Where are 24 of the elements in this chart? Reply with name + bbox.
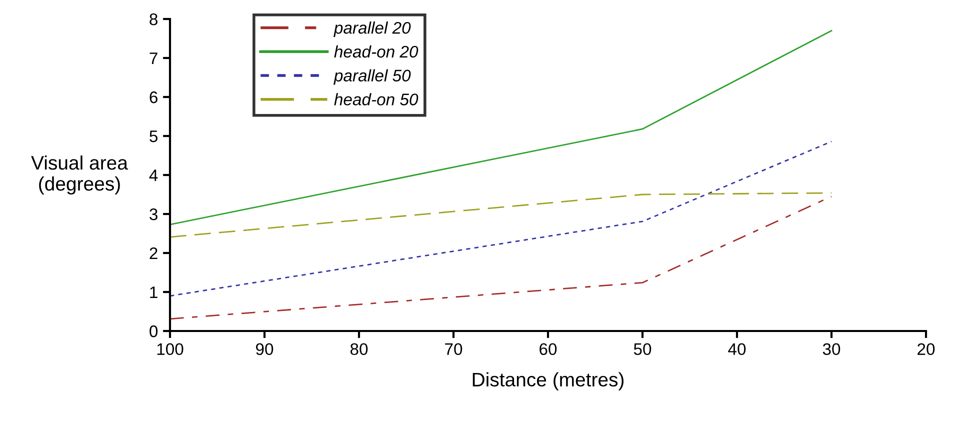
x-tick-label: 80 [350,343,368,356]
y-tick-label: 0 [150,325,158,338]
x-tick-label: 50 [634,343,652,356]
x-axis-title: Distance (metres) [472,372,624,390]
x-tick-label: 40 [728,343,746,356]
y-tick-label: 2 [150,247,158,260]
y-tick-label: 8 [150,13,158,26]
x-tick-label: 20 [918,343,935,356]
y-tick-label: 6 [150,91,158,104]
y-tick-label: 1 [150,286,158,298]
x-tick-label: 60 [540,343,557,356]
x-tick-label: 100 [157,343,184,356]
legend-label: head-on 50 [334,93,418,106]
y-tick-label: 5 [150,130,158,142]
legend-label: parallel 20 [334,22,411,38]
y-tick-label: 7 [150,52,158,64]
x-tick-label: 90 [256,343,274,356]
y-axis-title: Visual area (degrees) [31,155,128,195]
legend-label: parallel 50 [334,69,411,85]
legend-label: head-on 20 [334,45,418,58]
x-tick-label: 30 [822,343,840,356]
y-tick-label: 3 [150,208,158,220]
x-tick-label: 70 [445,343,462,356]
y-tick-label: 4 [149,170,158,182]
